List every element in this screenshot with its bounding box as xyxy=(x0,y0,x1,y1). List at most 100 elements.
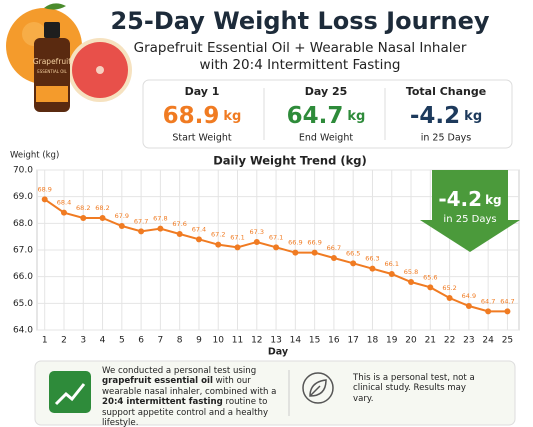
x-tick-label: 2 xyxy=(61,336,67,346)
point xyxy=(176,231,183,237)
point xyxy=(215,241,222,248)
footer-box xyxy=(34,360,516,426)
x-tick-label: 7 xyxy=(158,336,164,346)
x-tick-label: 13 xyxy=(270,336,281,346)
data-label: 66.1 xyxy=(385,260,399,268)
chart-icon xyxy=(49,371,91,413)
data-label: 67.7 xyxy=(134,217,148,225)
x-tick-label: 19 xyxy=(386,336,398,346)
stat-unit: kg xyxy=(347,109,365,124)
x-tick-label: 23 xyxy=(463,336,474,346)
plot: Daily Weight Trend (kg) Weight (kg) Day 64.… xyxy=(10,151,519,358)
point xyxy=(408,279,415,285)
x-tick-label: 25 xyxy=(502,336,513,346)
x-tick-label: 3 xyxy=(80,336,86,346)
bottle-sublabel: ESSENTIAL OIL xyxy=(37,69,67,74)
chart-icon-line xyxy=(54,383,86,406)
y-tick-label: 69.0 xyxy=(13,192,33,202)
data-label: 66.9 xyxy=(307,239,321,247)
footer-text: routine to support appetite control and … xyxy=(102,397,269,427)
stat-unit: kg xyxy=(464,109,482,124)
y-tick-label: 70.0 xyxy=(13,166,33,176)
footer-left: We conducted a personal test using grape… xyxy=(102,366,282,427)
stat-value: 68.9 kg xyxy=(163,103,242,129)
data-label: 66.7 xyxy=(327,244,341,252)
data-label: 64.7 xyxy=(500,297,514,305)
stat-number: -4.2 xyxy=(410,103,460,129)
x-tick-label: 18 xyxy=(367,336,379,346)
point xyxy=(350,260,357,267)
bottle-label: Grapefruit xyxy=(33,57,71,66)
x-tick-label: 12 xyxy=(251,336,262,346)
x-tick-label: 8 xyxy=(177,336,183,346)
point xyxy=(369,265,376,272)
data-label: 68.9 xyxy=(37,185,51,193)
data-label: 67.9 xyxy=(115,212,129,220)
footer-text: 20:4 intermittent fasting xyxy=(102,397,223,408)
subtitle: Grapefruit Essential Oil + Wearable Nasa… xyxy=(134,40,467,56)
data-label: 66.5 xyxy=(346,249,360,257)
point xyxy=(157,225,164,232)
bottle-band xyxy=(36,86,68,102)
data-label: 64.7 xyxy=(481,297,495,305)
data-label: 68.2 xyxy=(95,204,109,212)
y-axis-title: Weight (kg) xyxy=(10,151,59,161)
point xyxy=(99,215,106,221)
data-label: 66.3 xyxy=(365,255,379,263)
footer-text: grapefruit essential oil xyxy=(102,376,213,387)
data-label: 67.1 xyxy=(230,233,244,241)
callout-unit: kg xyxy=(485,193,502,207)
point xyxy=(273,244,280,251)
callout-number: -4.2 xyxy=(438,187,482,211)
stat-number: 68.9 xyxy=(163,103,220,129)
leaf xyxy=(44,3,66,10)
point xyxy=(138,228,145,235)
x-tick-label: 10 xyxy=(213,336,225,346)
data-label: 67.6 xyxy=(172,220,186,228)
y-tick-label: 68.0 xyxy=(13,219,33,229)
data-label: 64.9 xyxy=(462,292,476,300)
stat-label: Day 1 xyxy=(185,85,220,98)
point xyxy=(80,215,87,221)
point xyxy=(292,249,299,256)
x-tick-label: 24 xyxy=(482,336,494,346)
y-tick-label: 65.0 xyxy=(13,299,33,309)
x-tick-label: 4 xyxy=(100,336,106,346)
grapefruit-core xyxy=(96,66,104,74)
x-tick-label: 21 xyxy=(425,336,436,346)
y-tick-label: 64.0 xyxy=(13,326,33,336)
data-label: 65.6 xyxy=(423,273,437,281)
data-label: 68.2 xyxy=(76,204,90,212)
point xyxy=(465,303,472,309)
stat-caption: Start Weight xyxy=(172,133,232,144)
x-tick-label: 5 xyxy=(119,336,125,346)
leaf-icon-leaf xyxy=(309,379,327,397)
data-label: 67.4 xyxy=(192,225,206,233)
data-label: 65.8 xyxy=(404,268,418,276)
x-tick-label: 11 xyxy=(232,336,243,346)
point xyxy=(41,196,48,203)
stat-number: 64.7 xyxy=(287,103,344,129)
stat-label: Day 25 xyxy=(305,85,348,98)
x-tick-label: 15 xyxy=(309,336,320,346)
footer-text: We conducted a personal test using xyxy=(102,366,257,376)
point xyxy=(388,271,395,277)
point xyxy=(253,239,260,245)
x-tick-label: 1 xyxy=(42,336,48,346)
stat-value: -4.2 kg xyxy=(410,103,482,129)
stats-card xyxy=(142,79,513,149)
data-label: 68.4 xyxy=(57,199,71,207)
x-axis-title: Day xyxy=(268,347,289,358)
x-tick-label: 16 xyxy=(328,336,340,346)
point xyxy=(118,223,125,229)
y-tick-label: 66.0 xyxy=(13,272,33,282)
stat-label: Total Change xyxy=(406,85,486,98)
y-tick-label: 67.0 xyxy=(13,246,33,256)
stat-caption: End Weight xyxy=(299,133,353,144)
point xyxy=(330,255,337,261)
data-label: 67.1 xyxy=(269,233,283,241)
footer-right: This is a personal test, not a clinical … xyxy=(353,373,475,404)
title: 25-Day Weight Loss Journey xyxy=(110,7,489,35)
